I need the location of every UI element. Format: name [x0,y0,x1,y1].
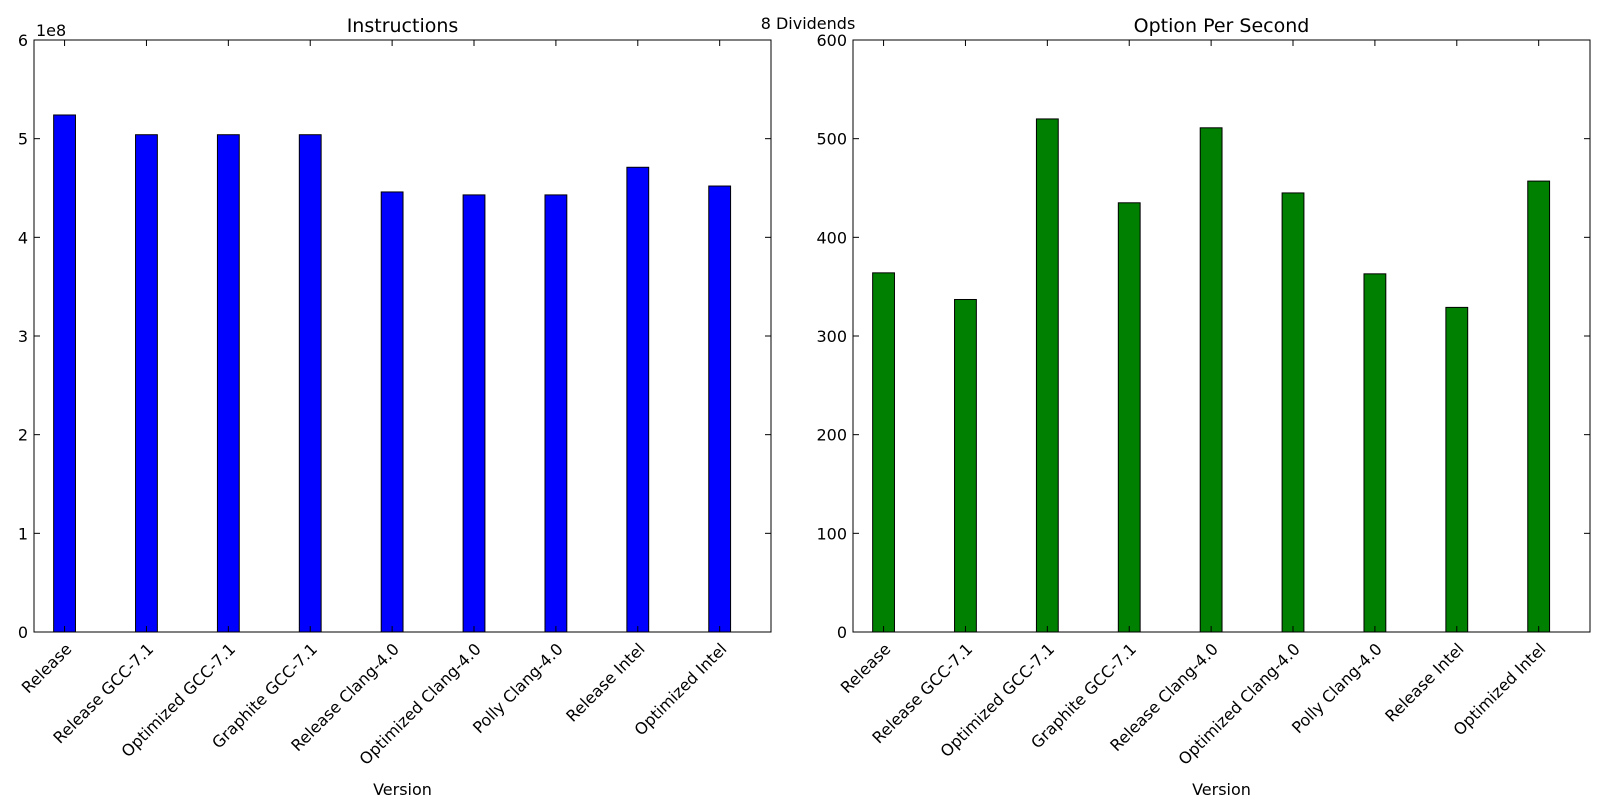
option-per-second-bar-release-gcc-7-1 [954,298,977,633]
instructions-title: Instructions [347,15,459,37]
instructions-ytick-label: 3 [18,327,28,346]
instructions-ytick-label: 4 [18,228,28,247]
instructions-xtick-label-polly-clang-4-0: Polly Clang-4.0 [469,639,567,737]
instructions-bar-optimized-clang-4-0 [462,194,486,633]
option-per-second-bar-optimized-clang-4-0 [1281,192,1305,633]
option-per-second-bar-release-intel [1445,306,1469,633]
figure-suptitle: 8 Dividends [760,14,856,33]
instructions-bar-release-gcc-7-1 [135,134,158,633]
option-per-second-ytick-label: 500 [816,130,847,149]
instructions-bar-graphite-gcc-7-1 [298,134,322,633]
instructions-ytick-label: 6 [18,31,28,50]
instructions-ytick-label: 0 [18,623,28,642]
option-per-second-ytick-label: 600 [816,31,847,50]
instructions-ytick-label: 5 [18,130,28,149]
instructions-bar-polly-clang-4-0 [544,194,568,633]
instructions-bar-optimized-gcc-7-1 [216,134,240,633]
option-per-second-xtick-label-release: Release [837,639,895,697]
option-per-second-bar-graphite-gcc-7-1 [1117,202,1141,633]
option-per-second-xtick-label-release-intel: Release Intel [1381,639,1467,725]
option-per-second-xtick-label-polly-clang-4-0: Polly Clang-4.0 [1288,639,1386,737]
option-per-second-ytick-label: 200 [816,426,847,445]
option-per-second-bar-release [872,272,895,633]
option-per-second-bar-release-clang-4-0 [1199,127,1223,633]
instructions-bar-release [53,114,76,633]
instructions-ytick-label: 2 [18,426,28,445]
option-per-second-bar-optimized-gcc-7-1 [1035,118,1059,633]
option-per-second-bar-optimized-intel [1527,180,1551,633]
instructions-bar-release-intel [626,166,650,633]
option-per-second-ytick-label: 400 [816,228,847,247]
instructions-xtick-label-release: Release [18,639,76,697]
option-per-second-xlabel: Version [1192,780,1251,799]
option-per-second-bar-polly-clang-4-0 [1363,273,1387,633]
instructions-bar-optimized-intel [708,185,732,633]
instructions-bar-release-clang-4-0 [380,191,404,633]
instructions-xlabel: Version [373,780,432,799]
instructions-offset-text: 1e8 [36,21,66,40]
option-per-second-ytick-label: 100 [816,524,847,543]
option-per-second-ytick-label: 0 [837,623,847,642]
instructions-ytick-label: 1 [18,524,28,543]
instructions-xtick-label-release-intel: Release Intel [562,639,648,725]
option-per-second-title: Option Per Second [1134,15,1310,37]
option-per-second-ytick-label: 300 [816,327,847,346]
